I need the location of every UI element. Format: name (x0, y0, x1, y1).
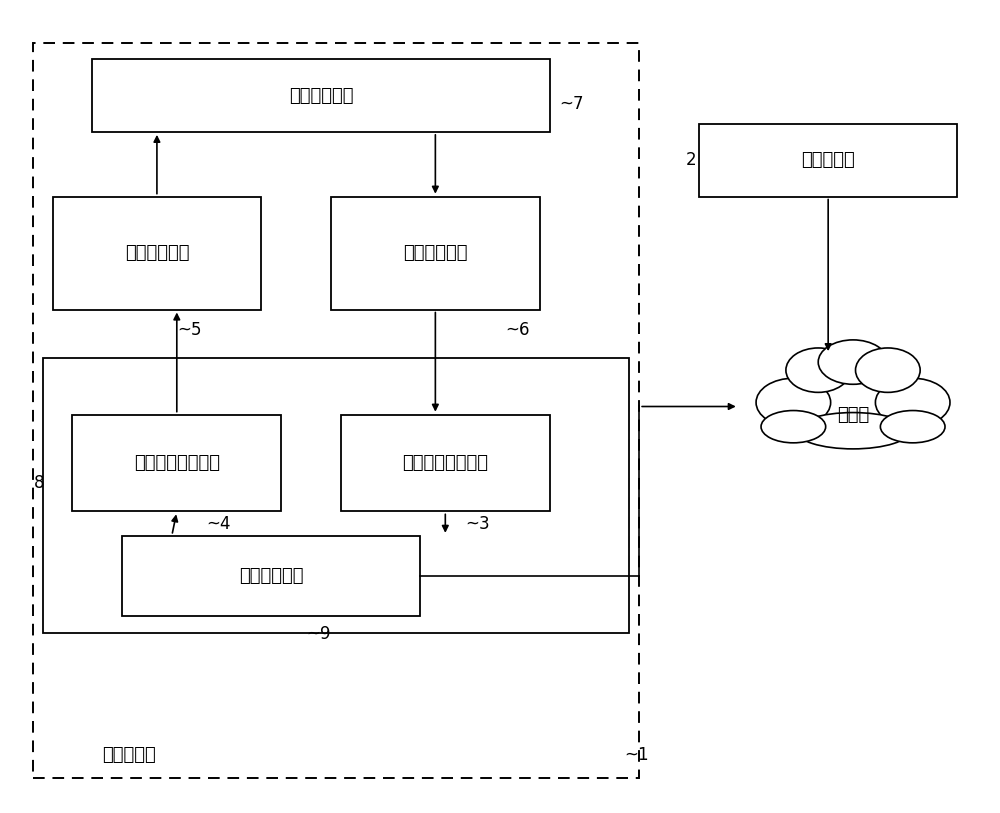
Text: 8: 8 (34, 474, 44, 492)
Text: 主控计算机: 主控计算机 (102, 746, 156, 764)
Text: 人物捕获设备: 人物捕获设备 (403, 244, 468, 262)
Text: ~3: ~3 (465, 515, 490, 533)
Text: 网络传输模块: 网络传输模块 (239, 567, 304, 585)
Bar (72, 415, 281, 511)
Bar (331, 197, 540, 310)
Text: ~9: ~9 (306, 625, 331, 643)
Text: ~7: ~7 (560, 94, 584, 113)
Ellipse shape (880, 411, 945, 443)
Bar (699, 124, 957, 197)
Ellipse shape (818, 340, 888, 385)
Bar (53, 197, 261, 310)
Ellipse shape (875, 378, 950, 427)
Bar (92, 59, 550, 132)
Text: ~1: ~1 (624, 746, 649, 764)
Text: 三维显示设备: 三维显示设备 (125, 244, 189, 262)
Bar (33, 43, 639, 778)
Text: 数据接收端: 数据接收端 (801, 151, 855, 169)
Ellipse shape (761, 411, 826, 443)
Ellipse shape (786, 348, 851, 393)
Bar (341, 415, 550, 511)
Text: 2: 2 (686, 151, 697, 169)
Text: ~5: ~5 (177, 321, 201, 339)
Ellipse shape (803, 366, 903, 423)
Bar (43, 358, 629, 633)
Text: ~4: ~4 (207, 515, 231, 533)
Text: 三维显示软件模块: 三维显示软件模块 (134, 454, 220, 472)
Ellipse shape (796, 412, 910, 449)
Text: 通信交互区域: 通信交互区域 (289, 87, 353, 105)
Ellipse shape (756, 378, 831, 427)
Text: 互联网: 互联网 (837, 406, 869, 424)
Text: 人物捕获软件模块: 人物捕获软件模块 (402, 454, 488, 472)
Bar (122, 536, 420, 616)
Text: ~6: ~6 (505, 321, 529, 339)
Ellipse shape (856, 348, 920, 393)
